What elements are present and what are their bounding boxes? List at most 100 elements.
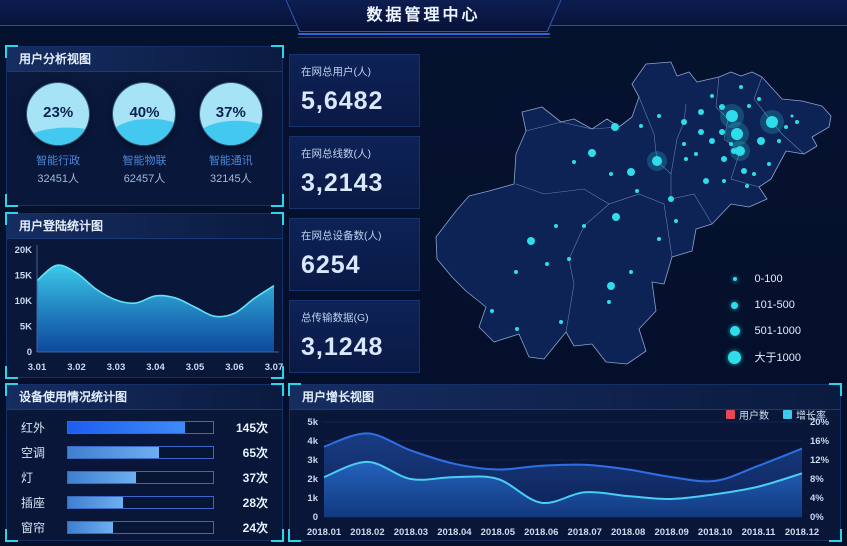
page-title: 数据管理中心 [366,7,481,24]
panel-user-growth: 用户增长视图 用户数 增长率 0 1k 2k 3k 4k 5k 0% 4% 8% 12% 16% 20… [288,383,842,542]
liquid-gauge: 40% [113,83,176,145]
svg-text:2018.05: 2018.05 [481,527,516,538]
svg-text:3.03: 3.03 [107,362,126,373]
svg-text:10K: 10K [15,296,33,307]
liquid-gauge: 23% [27,83,90,145]
bar-track [67,446,214,459]
gauge-count: 32451人 [37,173,79,185]
svg-text:2k: 2k [307,474,318,485]
svg-text:2018.04: 2018.04 [437,527,472,538]
stat-label: 总传输数据(G) [301,312,369,324]
legend-item-growth-rate[interactable]: 增长率 [783,407,826,422]
bubble-size-icon [732,277,737,281]
gauge-label: 智能行政 [36,155,81,167]
gauge-group: 23% 智能行政 32451人 40% 智能物联 62457人 37% 智能通讯 [7,72,282,186]
stat-card: 在网总线数(人) 3,2143 [289,136,420,209]
stat-card: 在网总设备数(人) 6254 [289,218,420,291]
legend-item-users[interactable]: 用户数 [726,407,769,422]
stat-label: 在网总用户(人) [301,66,371,78]
gauge-count: 32145人 [210,173,252,185]
bar-label: 插座 [21,496,46,510]
corner-bracket [271,194,284,207]
svg-text:3.01: 3.01 [28,362,47,373]
svg-text:2018.08: 2018.08 [611,527,645,538]
panel-login-stats: 用户登陆统计图 0 5K 10K 15K 20K 3.01 3.02 3.03 3.04 3.05… [5,212,284,379]
gauge-label: 智能通讯 [208,155,253,167]
header-underline-2 [297,37,550,38]
panel-title: 用户登陆统计图 [7,214,282,239]
svg-text:5K: 5K [20,322,32,333]
header-underline [297,33,550,35]
gauge-item: 37% 智能通讯 32145人 [189,83,273,186]
legend-label: 用户数 [739,411,769,422]
bar-fill [68,447,160,458]
stat-card: 总传输数据(G) 3,1248 [289,300,420,373]
bar-fill [68,422,186,433]
gauge-percent: 37% [215,103,246,121]
svg-text:8%: 8% [810,474,824,485]
svg-text:15K: 15K [15,271,33,282]
bar-value: 24次 [242,521,268,535]
bar-row: 窗帘 24次 [21,517,268,538]
bar-row: 空调 65次 [21,442,268,463]
gauge-count: 62457人 [123,173,166,185]
bar-fill [68,497,124,508]
bubble-size-icon [731,301,738,309]
bar-track [67,496,214,509]
legend-row: 大于1000 [727,344,802,370]
svg-text:3.07: 3.07 [265,362,284,373]
stat-value: 3,1248 [301,333,384,361]
panel-user-analysis: 用户分析视图 23% 智能行政 32451人 40% 智能物联 62457人 [5,45,284,207]
bar-fill [68,522,113,533]
svg-text:0: 0 [313,512,318,523]
panel-device-usage: 设备使用情况统计图 红外 145次 空调 65次 灯 37次 插座 28次 [5,383,284,542]
map-bubbles [490,85,799,331]
bar-track [67,421,214,434]
svg-text:12%: 12% [810,455,830,466]
svg-text:1k: 1k [307,493,318,504]
liquid-gauge: 37% [199,83,262,145]
legend-label: 501-1000 [754,325,802,337]
svg-text:2018.07: 2018.07 [568,527,602,538]
gauge-wave [27,124,90,145]
bar-track [67,471,214,484]
bubble-map [435,61,832,365]
bar-fill [68,472,137,483]
svg-text:2018.09: 2018.09 [654,527,688,538]
legend-row: 0-100 [727,266,802,292]
growth-series-swatch-icon [783,410,792,419]
gauge-item: 23% 智能行政 32451人 [16,83,100,186]
district-border [670,103,687,175]
users-series-swatch-icon [726,410,735,419]
svg-text:3k: 3k [307,455,318,466]
svg-text:2018.12: 2018.12 [785,527,819,538]
bar-label: 空调 [21,446,46,460]
bar-label: 灯 [21,471,34,485]
panel-title: 设备使用情况统计图 [7,385,282,410]
stat-card: 在网总用户(人) 5,6482 [289,54,420,127]
legend-row: 501-1000 [727,318,802,344]
svg-text:5k: 5k [307,417,318,428]
svg-text:20K: 20K [15,245,33,256]
legend-label: 增长率 [796,411,826,422]
panel-title: 用户增长视图 [290,385,840,410]
bar-row: 灯 37次 [21,467,268,488]
svg-text:0: 0 [27,347,32,358]
legend-label: 101-500 [754,299,795,311]
svg-text:16%: 16% [810,436,830,447]
bar-label: 红外 [21,421,46,435]
bubble-size-icon [728,350,741,364]
svg-text:3.06: 3.06 [225,362,244,373]
header-trapezoid: 数据管理中心 [285,0,562,32]
corner-bracket [5,194,18,207]
svg-text:2018.06: 2018.06 [524,527,558,538]
svg-text:0%: 0% [810,512,824,523]
legend-label: 大于1000 [754,352,801,364]
legend-row: 101-500 [727,292,802,318]
stat-value: 3,2143 [301,169,384,197]
bar-value: 37次 [242,471,268,485]
gauge-label: 智能物联 [122,155,167,167]
svg-text:2018.10: 2018.10 [698,527,732,538]
map-legend: 0-100 101-500 501-1000 大于1000 [727,266,802,370]
